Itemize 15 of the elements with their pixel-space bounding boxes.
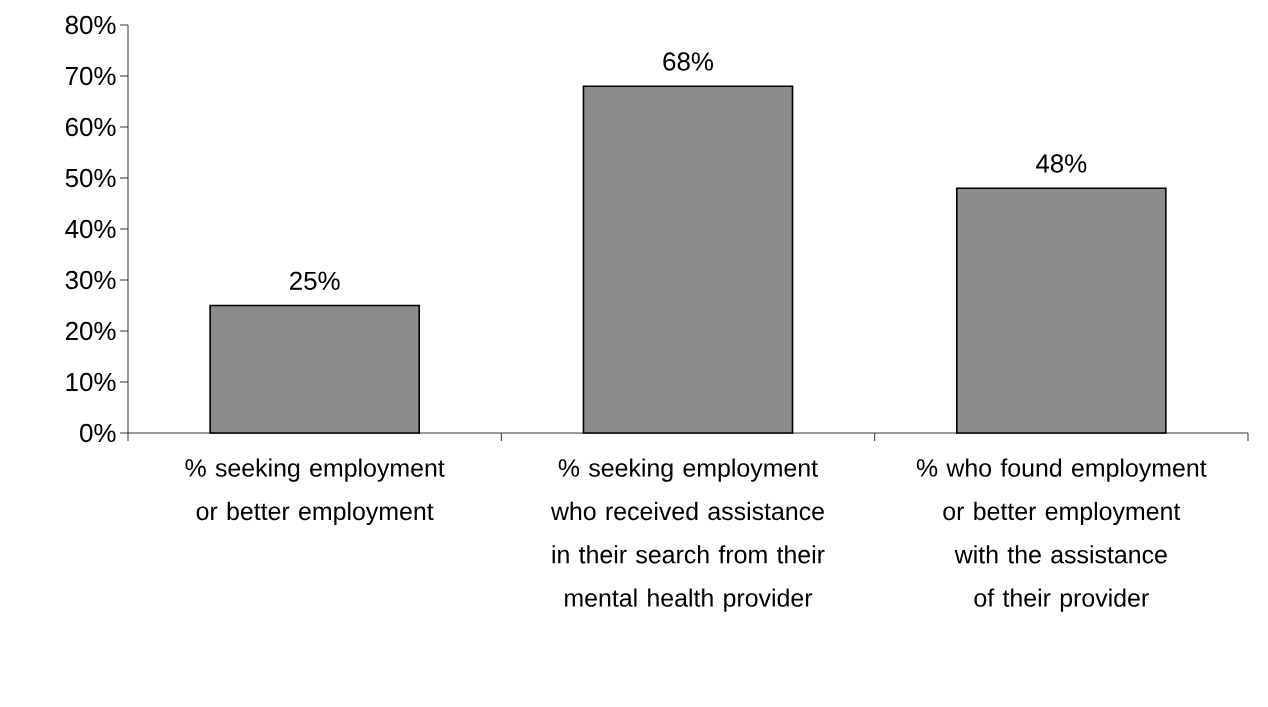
y-tick-label: 40%	[65, 219, 116, 239]
x-tick-label: % seeking employment or better employment	[185, 458, 445, 526]
x-tick-label: % who found employment or better employment with the assistance of their provider	[916, 458, 1207, 612]
y-tick-label: 0%	[80, 423, 116, 443]
data-label: 68%	[663, 52, 713, 71]
y-tick-label: 80%	[65, 15, 116, 35]
data-label: 25%	[290, 271, 340, 290]
y-tick-label: 70%	[65, 66, 116, 86]
y-tick-label: 20%	[65, 321, 116, 341]
y-tick-label: 60%	[65, 117, 116, 137]
y-tick-label: 10%	[66, 372, 116, 392]
y-tick-label: 50%	[65, 168, 116, 188]
y-tick-label: 30%	[65, 270, 116, 290]
x-tick-label: % seeking employment who received assistance in their search from their mental health provider	[550, 458, 825, 612]
data-label: 48%	[1036, 154, 1087, 173]
